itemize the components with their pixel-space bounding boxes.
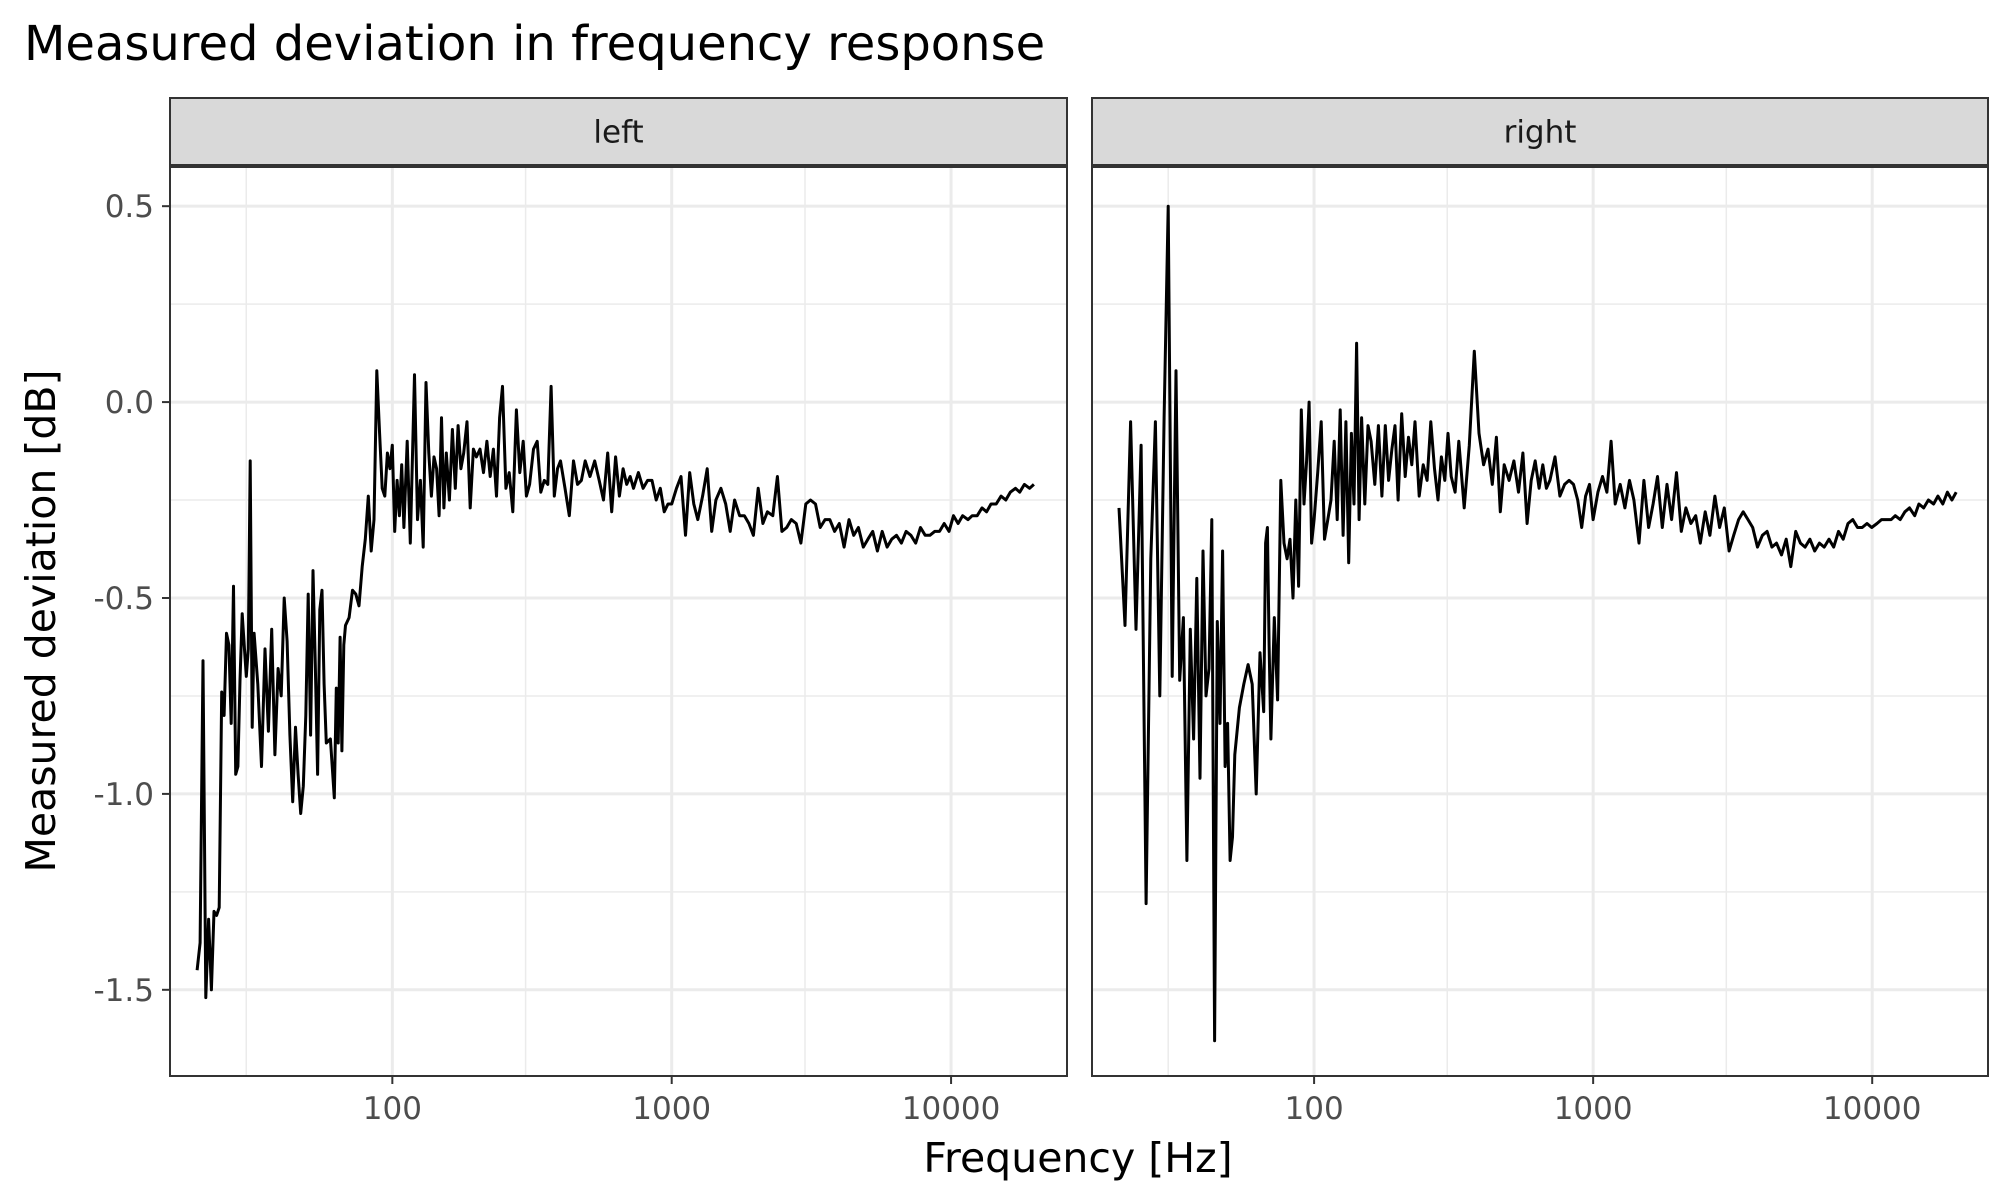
strip-label: left <box>593 115 643 151</box>
x-tick-label: 10000 <box>1823 1091 1922 1127</box>
x-tick-label: 100 <box>1285 1091 1344 1127</box>
x-axis-title: Frequency [Hz] <box>923 1134 1232 1182</box>
y-axis-title: Measured deviation [dB] <box>17 369 65 872</box>
plot-area <box>170 167 1067 1076</box>
strip-right <box>1091 97 1989 166</box>
y-tick-label: -1.5 <box>94 973 155 1009</box>
y-tick-label: -0.5 <box>94 581 155 617</box>
strip-left <box>169 97 1068 166</box>
y-tick-label: -1.0 <box>94 777 155 813</box>
x-tick-label: 10000 <box>902 1091 1001 1127</box>
panel-left: left 100 1000 10000 0.5 0.0 -0.5 -1.0 -1.5 <box>94 97 1068 1127</box>
y-tick-label: 0.5 <box>105 189 154 225</box>
plot-area <box>1092 167 1988 1076</box>
x-tick-label: 100 <box>363 1091 422 1127</box>
y-tick-label: 0.0 <box>105 385 154 421</box>
panel-right: right 100 1000 10000 <box>1091 97 1989 1127</box>
chart-title: Measured deviation in frequency response <box>24 16 1045 72</box>
panel-border <box>1091 166 1989 1077</box>
series-line-left <box>195 369 1035 1000</box>
x-tick-label: 1000 <box>1554 1091 1633 1127</box>
series-line-right <box>1117 204 1958 1043</box>
panel-border <box>169 166 1068 1077</box>
panels: left 100 1000 10000 0.5 0.0 -0.5 -1.0 -1.5 right 1… <box>94 97 1989 1127</box>
x-tick-label: 1000 <box>632 1091 711 1127</box>
strip-label: right <box>1504 115 1577 151</box>
